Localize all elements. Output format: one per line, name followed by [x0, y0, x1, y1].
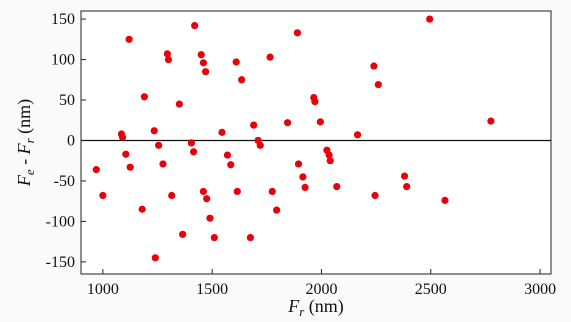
- data-point: [159, 160, 167, 168]
- data-point: [233, 187, 241, 196]
- data-point: [374, 81, 382, 89]
- data-point: [189, 148, 198, 156]
- data-point: [301, 183, 309, 192]
- data-point: [256, 141, 264, 149]
- data-point: [223, 151, 232, 159]
- y-tick-label: 150: [51, 11, 75, 28]
- data-point: [299, 173, 307, 181]
- data-point: [353, 131, 362, 139]
- x-tick-label: 2000: [305, 281, 337, 298]
- data-point: [400, 172, 409, 180]
- y-tick-label: 100: [51, 52, 75, 69]
- data-point: [426, 15, 434, 23]
- data-point: [125, 35, 133, 43]
- y-tick-label: -100: [46, 213, 75, 230]
- x-tick-label: 1500: [196, 281, 228, 298]
- data-point: [187, 139, 195, 147]
- data-point: [206, 214, 214, 222]
- data-point: [197, 51, 205, 59]
- data-point: [246, 233, 255, 242]
- y-tick-label: 50: [59, 92, 75, 109]
- data-point: [150, 127, 158, 135]
- data-point: [403, 183, 411, 191]
- data-point: [210, 233, 218, 242]
- data-point: [218, 128, 226, 136]
- data-point: [232, 58, 240, 66]
- x-tick-label: 3000: [524, 281, 556, 298]
- data-point: [155, 141, 163, 149]
- y-tick-label: 0: [67, 132, 75, 149]
- data-point: [175, 100, 183, 108]
- data-point: [199, 187, 208, 196]
- data-point: [316, 118, 324, 126]
- data-point: [326, 157, 334, 165]
- data-point: [122, 150, 130, 158]
- data-point: [487, 117, 495, 125]
- data-points: [92, 15, 495, 262]
- x-axis: 1000 1500 2000 2500 3000: [87, 269, 556, 298]
- data-point: [371, 191, 379, 200]
- data-point: [163, 50, 171, 58]
- y-axis-title: Fe - Fr (nm): [14, 99, 37, 187]
- data-point: [268, 187, 276, 196]
- data-point: [293, 29, 302, 37]
- data-point: [126, 163, 134, 171]
- data-point: [333, 183, 341, 191]
- data-point: [202, 68, 210, 76]
- data-point: [238, 76, 246, 84]
- data-point: [151, 254, 159, 262]
- data-point: [294, 160, 303, 168]
- data-point: [118, 133, 127, 141]
- data-point: [227, 161, 235, 169]
- data-point: [283, 119, 292, 127]
- data-point: [99, 191, 107, 200]
- data-point: [191, 21, 199, 30]
- data-point: [325, 151, 333, 159]
- data-point: [140, 93, 148, 101]
- x-axis-title: Fr (nm): [287, 296, 344, 319]
- data-point: [199, 59, 208, 67]
- data-point: [441, 196, 449, 204]
- data-point: [168, 191, 176, 200]
- y-tick-label: -150: [46, 254, 75, 271]
- data-point: [266, 53, 274, 61]
- data-point: [164, 55, 173, 64]
- data-point: [179, 230, 187, 238]
- data-point: [273, 206, 281, 214]
- plot-area: [80, 10, 552, 275]
- data-point: [250, 121, 258, 129]
- data-point: [92, 166, 100, 174]
- data-point: [203, 195, 211, 203]
- y-axis: -150 -100 -50 0 50 100 150: [46, 11, 86, 271]
- data-point: [370, 62, 378, 70]
- x-tick-label: 1000: [87, 281, 119, 298]
- y-tick-label: -50: [54, 173, 75, 190]
- data-point: [311, 98, 319, 106]
- data-point: [138, 205, 146, 213]
- x-tick-label: 2500: [415, 281, 447, 298]
